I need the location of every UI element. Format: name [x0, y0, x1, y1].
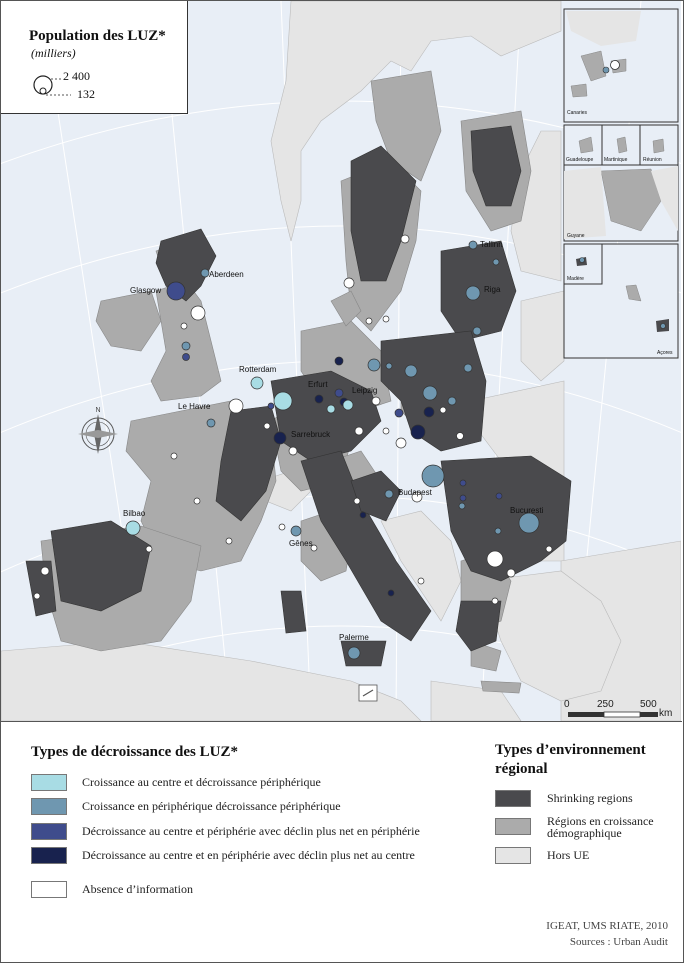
legend-env-swatch-1 — [495, 790, 531, 807]
city-label-aberdeen: Aberdeen — [209, 270, 244, 279]
city-label-leipzig: Leipzig — [352, 386, 378, 395]
legend-luz-swatch-1 — [31, 774, 67, 791]
luz-glasgow — [166, 281, 186, 301]
scale-label-0: 0 — [564, 699, 570, 710]
box-icon — [358, 684, 378, 702]
luz-circles — [33, 234, 553, 660]
map-title: Population des LUZ* — [29, 28, 166, 44]
source-credit: IGEAT, UMS RIATE, 2010 — [546, 920, 668, 932]
legend-env-title-line2: régional — [495, 761, 548, 777]
city-label-palerme: Palerme — [339, 633, 369, 642]
scale-label-500: 500 — [640, 699, 657, 710]
inset-label-martinique: Martinique — [604, 157, 628, 163]
map-unit: (milliers) — [31, 46, 76, 60]
shrinking-regions — [25, 125, 572, 667]
legend-divider — [0, 721, 682, 722]
scale-bar — [568, 711, 658, 718]
legend-env-swatch-3 — [495, 847, 531, 864]
europe-map: N — [1, 1, 681, 721]
city-label-lehavre: Le Havre — [178, 402, 211, 411]
city-label-sarrebruck: Sarrebruck — [291, 430, 331, 439]
city-label-bucuresti: Bucuresti — [510, 506, 544, 515]
legend-luz-swatch-4 — [31, 847, 67, 864]
inset-label-acores: Açores — [657, 350, 673, 356]
legend-luz-label-4: Décroissance au centre et en périphérie … — [82, 848, 415, 862]
legend-luz-label-3: Décroissance au centre et périphérie ave… — [82, 824, 420, 838]
legend-luz-swatch-5 — [31, 881, 67, 898]
city-label-riga: Riga — [484, 285, 501, 294]
inset-label-reunion: Réunion — [643, 157, 662, 163]
legend-env-swatch-2 — [495, 818, 531, 835]
legend-env-label-2a: Régions en croissance — [547, 814, 654, 828]
legend-env-label-2b: démographique — [547, 826, 622, 840]
scale-unit: km — [659, 708, 673, 719]
legend-luz-label-5: Absence d’information — [82, 882, 193, 896]
city-label-budapest: Budapest — [398, 488, 432, 497]
inset-label-guadeloupe: Guadeloupe — [566, 157, 594, 163]
city-label-rotterdam: Rotterdam — [239, 365, 277, 374]
svg-text:N: N — [95, 407, 100, 414]
city-label-bilbao: Bilbao — [123, 509, 146, 518]
legend-luz-swatch-3 — [31, 823, 67, 840]
city-label-tallinn: Tallinn — [480, 240, 503, 249]
compass-rose-icon: N — [78, 407, 118, 454]
legend-luz-label-2: Croissance en périphérique décroissance … — [82, 799, 341, 813]
city-label-genes: Gênes — [289, 539, 313, 548]
legend-env-label-1: Shrinking regions — [547, 791, 633, 805]
insets — [563, 8, 679, 359]
legend-env-label-3: Hors UE — [547, 848, 590, 862]
legend-luz-title: Types de décroissance des LUZ* — [31, 744, 238, 760]
legend-env-title-line1: Types d’environnement — [495, 742, 646, 758]
legend-luz-label-1: Croissance au centre et décroissance pér… — [82, 775, 321, 789]
inset-label-canaries: Canaries — [567, 110, 588, 116]
city-label-erfurt: Erfurt — [308, 380, 328, 389]
city-label-glasgow: Glasgow — [130, 286, 162, 295]
size-small-value: 132 — [77, 87, 95, 101]
source-data: Sources : Urban Audit — [569, 936, 668, 948]
proportional-circles-icon — [33, 75, 71, 96]
inset-label-guyane: Guyane — [567, 233, 585, 239]
map-title-box: Population des LUZ* (milliers) 2 400 132 — [1, 1, 188, 114]
size-large-value: 2 400 — [63, 69, 90, 83]
scale-label-250: 250 — [597, 699, 614, 710]
inset-label-madere: Madère — [567, 276, 584, 282]
legend-luz-swatch-2 — [31, 798, 67, 815]
